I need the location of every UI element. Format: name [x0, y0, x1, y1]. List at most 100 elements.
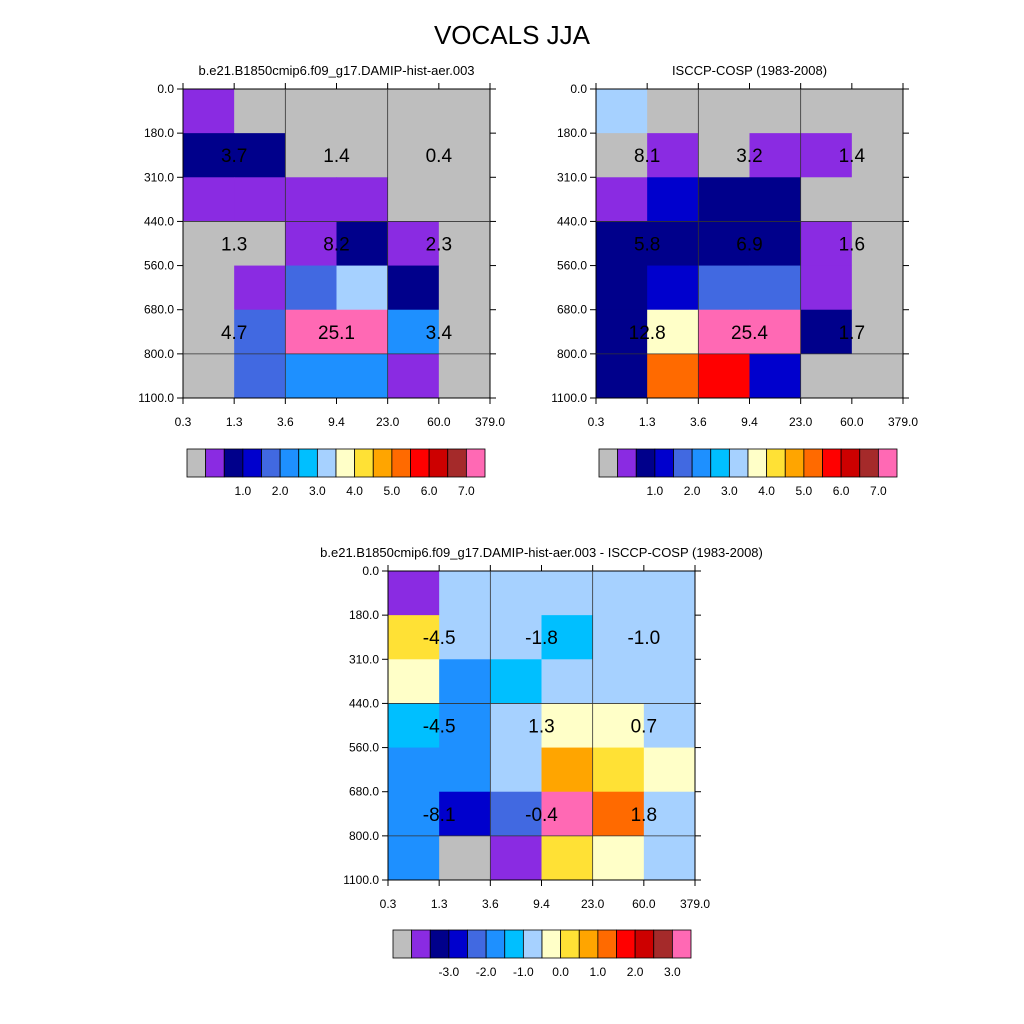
colorbar-label: 1.0	[590, 965, 607, 979]
heatmap-cell	[643, 659, 696, 704]
heatmap-cell	[490, 571, 542, 616]
x-tick-label: 23.0	[376, 415, 400, 429]
x-tick-label: 0.3	[175, 415, 192, 429]
colorbar-label: -2.0	[476, 965, 497, 979]
figure-title: VOCALS JJA	[433, 20, 591, 50]
colorbar-label: 6.0	[833, 484, 850, 498]
heatmap-cell	[698, 353, 750, 399]
heatmap-cell	[596, 133, 648, 178]
heatmap-cell	[387, 177, 440, 222]
colorbar-label: -1.0	[513, 965, 534, 979]
heatmap-cell	[800, 177, 853, 222]
heatmap-cell	[490, 703, 542, 749]
heatmap-cell	[388, 835, 440, 881]
colorbar-box	[242, 448, 262, 478]
y-tick-label: 0.0	[570, 82, 587, 96]
panel-2: 0.3 1.3 3.6 9.4 23.0 60.0 379.0 0.0 180.0 310.0 44…	[551, 63, 918, 498]
heatmap-cell	[541, 747, 594, 793]
colorbar-box	[747, 448, 768, 478]
colorbar-box	[485, 929, 506, 959]
y-tick-label: 180.0	[349, 608, 379, 622]
colorbar-box	[223, 448, 244, 478]
colorbar-label: 4.0	[758, 484, 775, 498]
heatmap-cell	[800, 221, 853, 267]
cell-annotation: 2.3	[426, 235, 452, 256]
colorbar-box	[598, 448, 619, 478]
heatmap-cell	[234, 265, 286, 311]
colorbar-box	[335, 448, 356, 478]
x-tick-label: 0.3	[380, 897, 397, 911]
heatmap-cell	[490, 659, 542, 704]
heatmap-cell	[800, 309, 853, 355]
colorbar-box	[541, 929, 562, 959]
colorbar-box	[691, 448, 712, 478]
colorbar-label: 2.0	[272, 484, 289, 498]
colorbar-box	[673, 448, 693, 478]
heatmap-cell	[643, 615, 696, 660]
heatmap-cell	[439, 615, 491, 660]
colorbar-label: 1.0	[647, 484, 664, 498]
colorbar-box	[410, 448, 430, 478]
colorbar-label: 5.0	[384, 484, 401, 498]
heatmap-cell	[336, 309, 389, 355]
cell-annotation: -0.4	[525, 805, 558, 826]
colorbar-box	[671, 929, 692, 959]
heatmap-cell	[183, 265, 235, 311]
colorbar-box	[467, 929, 487, 959]
y-tick-label: 0.0	[362, 564, 379, 578]
cell-annotation: 6.9	[736, 235, 762, 256]
x-tick-label: 60.0	[632, 897, 656, 911]
heatmap-cell	[183, 89, 235, 134]
heatmap-cell	[749, 133, 802, 178]
cell-annotation: -8.1	[423, 805, 456, 826]
x-tick-label: 1.3	[226, 415, 243, 429]
x-tick-label: 3.6	[690, 415, 707, 429]
x-tick-label: 3.6	[277, 415, 294, 429]
colorbar-label: 7.0	[458, 484, 475, 498]
colorbar-box	[391, 448, 411, 478]
cell-annotation: 25.4	[731, 323, 768, 344]
heatmap-cell	[698, 221, 750, 267]
colorbar-box	[465, 448, 486, 478]
cell-annotation: 0.7	[631, 717, 657, 738]
cell-annotation: 3.4	[426, 323, 453, 344]
heatmap-cell	[698, 177, 750, 222]
cell-annotation: -1.0	[627, 628, 660, 649]
colorbar-box	[616, 929, 636, 959]
heatmap-cell	[490, 615, 542, 660]
heatmap-cell	[749, 221, 802, 267]
colorbar-label: 2.0	[627, 965, 644, 979]
panel-title: b.e21.B1850cmip6.f09_g17.DAMIP-hist-aer.…	[198, 63, 474, 78]
cell-annotation: 0.4	[426, 146, 453, 167]
heatmap-cell	[387, 309, 440, 355]
heatmap-cell	[541, 659, 594, 704]
y-tick-label: 800.0	[349, 829, 379, 843]
heatmap-cell	[698, 309, 750, 355]
colorbar-box	[653, 929, 673, 959]
colorbar-label: 7.0	[870, 484, 887, 498]
heatmap-cell	[698, 89, 750, 134]
heatmap-cell	[647, 177, 699, 222]
colorbar-box	[372, 448, 393, 478]
colorbar-box	[710, 448, 730, 478]
colorbar-box	[859, 448, 879, 478]
heatmap-cell	[285, 353, 337, 399]
heatmap-cell	[541, 835, 594, 881]
y-tick-label: 1100.0	[138, 391, 174, 405]
x-tick-label: 23.0	[581, 897, 605, 911]
colorbar-box	[803, 448, 823, 478]
colorbar-box	[634, 929, 655, 959]
heatmap-cell	[749, 89, 802, 134]
y-tick-label: 800.0	[144, 347, 174, 361]
cell-annotation: 1.4	[323, 146, 350, 167]
colorbar-box	[205, 448, 225, 478]
x-tick-label: 379.0	[475, 415, 505, 429]
colorbar-label: 3.0	[309, 484, 326, 498]
heatmap-cell	[851, 353, 904, 399]
heatmap-cell	[234, 353, 286, 399]
y-tick-label: 560.0	[144, 259, 174, 273]
heatmap-cell	[438, 353, 491, 399]
heatmap-cell	[387, 353, 440, 399]
colorbar-box	[840, 448, 861, 478]
colorbar-box	[428, 448, 449, 478]
